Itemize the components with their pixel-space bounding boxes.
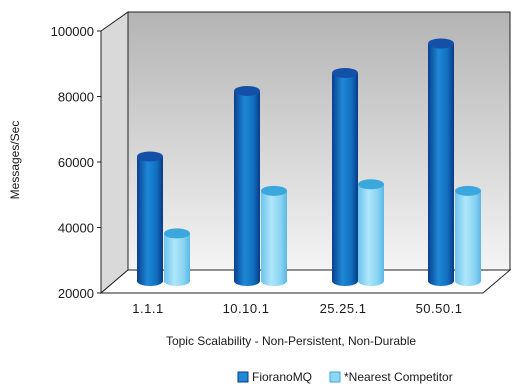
x-tick-label: 50.50.1 xyxy=(416,301,463,316)
bar-nearest-competitor-10.10.1 xyxy=(261,185,287,286)
bar-top xyxy=(332,67,358,78)
legend-swatch-fioranomq xyxy=(237,371,249,383)
x-tick-label: 1.1.1 xyxy=(132,301,163,316)
x-tick-label: 25.25.1 xyxy=(320,301,367,316)
bar-top xyxy=(234,85,260,96)
x-axis-title: Topic Scalability - Non-Persistent, Non-… xyxy=(166,334,416,348)
floor xyxy=(99,269,512,294)
side-wall xyxy=(100,11,129,295)
y-tick-label: 80000 xyxy=(58,90,94,105)
bar-body xyxy=(261,190,287,286)
legend-label-fioranomq: FioranoMQ xyxy=(252,370,312,384)
bar-fioranomq-25.25.1 xyxy=(332,67,358,286)
bar-body xyxy=(455,190,481,286)
bar-body xyxy=(164,233,190,286)
bar-top xyxy=(455,185,481,196)
bar-body xyxy=(137,156,163,286)
bar-body xyxy=(332,72,358,286)
legend-swatch-nearest-competitor xyxy=(329,371,341,383)
bar-top xyxy=(358,179,384,190)
bar-body xyxy=(358,184,384,286)
bar-top xyxy=(137,151,163,162)
x-tick-label: 10.10.1 xyxy=(223,301,270,316)
legend-label-nearest-competitor: *Nearest Competitor xyxy=(344,370,453,384)
bar-top xyxy=(261,185,287,196)
legend: FioranoMQ *Nearest Competitor xyxy=(237,370,453,384)
y-axis-title: Messages/Sec xyxy=(8,121,22,200)
y-tick-label: 20000 xyxy=(58,286,94,301)
bar-body xyxy=(234,90,260,286)
bar-fioranomq-50.50.1 xyxy=(428,38,454,287)
bar-body xyxy=(428,43,454,287)
y-tick-label: 100000 xyxy=(51,24,94,39)
bar-top xyxy=(164,228,190,239)
bar-fioranomq-1.1.1 xyxy=(137,151,163,286)
y-tick-label: 60000 xyxy=(58,155,94,170)
bar-top xyxy=(428,38,454,49)
y-tick-label: 40000 xyxy=(58,221,94,236)
bar-fioranomq-10.10.1 xyxy=(234,85,260,286)
bar-nearest-competitor-50.50.1 xyxy=(455,185,481,286)
bar-nearest-competitor-1.1.1 xyxy=(164,228,190,286)
bar-nearest-competitor-25.25.1 xyxy=(358,179,384,286)
